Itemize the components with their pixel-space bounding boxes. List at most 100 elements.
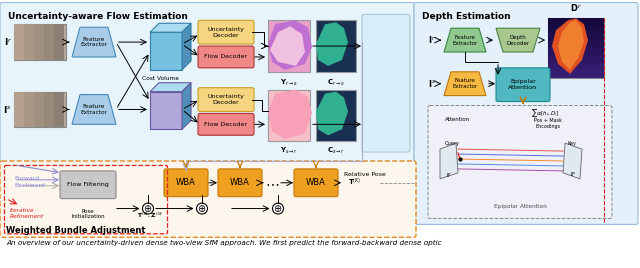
FancyBboxPatch shape (268, 20, 310, 72)
Text: $\oplus$: $\oplus$ (197, 203, 207, 214)
FancyBboxPatch shape (198, 88, 254, 111)
Polygon shape (150, 83, 191, 92)
Text: WBA: WBA (306, 178, 326, 187)
FancyBboxPatch shape (496, 68, 550, 102)
Text: $\mathbf{I}^r$: $\mathbf{I}^r$ (4, 36, 12, 48)
Text: Pos + Mask
Encodings: Pos + Mask Encodings (534, 118, 562, 129)
Text: Pose
Initialization: Pose Initialization (71, 209, 105, 219)
FancyBboxPatch shape (316, 90, 356, 141)
Polygon shape (552, 18, 588, 74)
FancyBboxPatch shape (34, 92, 44, 127)
Text: Backward: Backward (14, 183, 45, 188)
Text: Uncertainty
Decoder: Uncertainty Decoder (207, 27, 244, 38)
Bar (548, 63, 604, 70)
Text: Weighted Bundle Adjustment: Weighted Bundle Adjustment (6, 226, 145, 235)
FancyBboxPatch shape (294, 169, 338, 197)
Circle shape (196, 203, 207, 214)
Text: Uncertainty-aware Flow Estimation: Uncertainty-aware Flow Estimation (8, 12, 188, 21)
Text: An overview of our uncertainty-driven dense two-view SfM approach. We first pred: An overview of our uncertainty-driven de… (6, 240, 442, 246)
Text: $\mathbf{C}_{r \to s}$: $\mathbf{C}_{r \to s}$ (327, 78, 345, 88)
Text: Depth Estimation: Depth Estimation (422, 12, 511, 21)
Text: Query: Query (445, 141, 460, 146)
Text: WBA: WBA (230, 178, 250, 187)
Text: Iterative
Refinement: Iterative Refinement (10, 208, 44, 219)
Text: $\oplus$: $\oplus$ (143, 203, 152, 214)
Polygon shape (72, 27, 116, 57)
FancyBboxPatch shape (54, 92, 64, 127)
Text: Relative Pose: Relative Pose (344, 172, 386, 177)
Text: Feature
Extractor: Feature Extractor (81, 104, 108, 115)
Bar (548, 18, 604, 26)
Text: $\mathbf{I}^s$: $\mathbf{I}^s$ (570, 171, 576, 179)
Polygon shape (150, 32, 182, 70)
Polygon shape (150, 92, 182, 129)
Polygon shape (316, 22, 348, 66)
Text: Depth
Decoder: Depth Decoder (506, 35, 529, 46)
FancyBboxPatch shape (414, 2, 638, 224)
Text: Epipolar Attention: Epipolar Attention (493, 204, 547, 209)
Text: $\mathbf{I}^s$: $\mathbf{I}^s$ (3, 104, 12, 115)
Polygon shape (316, 92, 348, 135)
Text: $\mathbf{Y}_{s \to r}$: $\mathbf{Y}_{s \to r}$ (280, 146, 298, 156)
Bar (548, 70, 604, 78)
FancyBboxPatch shape (0, 161, 416, 237)
Text: Flow Filtering: Flow Filtering (67, 182, 109, 187)
FancyBboxPatch shape (44, 24, 54, 60)
Text: Attention: Attention (445, 117, 470, 122)
Text: Cost Volume: Cost Volume (143, 76, 179, 81)
FancyBboxPatch shape (362, 14, 410, 152)
FancyBboxPatch shape (14, 92, 24, 127)
Text: $\mathbf{T}^{(K)}$: $\mathbf{T}^{(K)}$ (348, 177, 362, 188)
Text: Key: Key (568, 141, 577, 146)
Polygon shape (496, 28, 540, 52)
Text: Flow Decoder: Flow Decoder (205, 54, 248, 59)
Text: $\mathbf{I}^s$: $\mathbf{I}^s$ (428, 78, 436, 89)
Polygon shape (270, 26, 305, 66)
FancyBboxPatch shape (60, 171, 116, 199)
Text: $\cdots$: $\cdots$ (265, 176, 279, 190)
Text: $\sum_i \alpha_i [h_i, D_i]$: $\sum_i \alpha_i [h_i, D_i]$ (531, 107, 559, 123)
FancyBboxPatch shape (548, 18, 604, 78)
FancyBboxPatch shape (428, 106, 612, 218)
FancyBboxPatch shape (14, 92, 66, 127)
Polygon shape (558, 20, 584, 70)
Polygon shape (182, 83, 191, 129)
FancyBboxPatch shape (268, 90, 310, 141)
Bar (548, 41, 604, 48)
Text: $\mathbf{Y}_{r \to s}$: $\mathbf{Y}_{r \to s}$ (280, 78, 298, 88)
Text: Feature
Extractor: Feature Extractor (81, 37, 108, 47)
FancyBboxPatch shape (24, 92, 34, 127)
FancyBboxPatch shape (54, 24, 64, 60)
Text: Feature
Extractor: Feature Extractor (452, 78, 477, 89)
Polygon shape (182, 23, 191, 70)
FancyBboxPatch shape (14, 24, 66, 60)
FancyBboxPatch shape (14, 24, 24, 60)
Bar (548, 48, 604, 55)
FancyBboxPatch shape (24, 24, 34, 60)
Text: Forward: Forward (14, 176, 40, 181)
Polygon shape (444, 72, 486, 96)
Text: Uncertainty
Decoder: Uncertainty Decoder (207, 94, 244, 105)
Text: Flow Decoder: Flow Decoder (205, 122, 248, 127)
FancyBboxPatch shape (198, 20, 254, 44)
Circle shape (143, 203, 154, 214)
Text: $\oplus$: $\oplus$ (273, 203, 283, 214)
FancyBboxPatch shape (198, 46, 254, 68)
FancyBboxPatch shape (34, 24, 44, 60)
Polygon shape (440, 143, 458, 179)
Bar (548, 33, 604, 41)
Text: $\mathbf{T}^{(0)}, \mathbf{Z}^{(0)}$: $\mathbf{T}^{(0)}, \mathbf{Z}^{(0)}$ (137, 211, 163, 219)
Circle shape (273, 203, 284, 214)
Text: $\mathbf{I}^r$: $\mathbf{I}^r$ (428, 34, 436, 46)
FancyBboxPatch shape (164, 169, 208, 197)
Polygon shape (72, 95, 116, 124)
Text: $\mathbf{D}^r$: $\mathbf{D}^r$ (570, 3, 582, 14)
Text: Feature
Extractor: Feature Extractor (452, 35, 477, 46)
Text: Epipolar
Attention: Epipolar Attention (508, 79, 538, 90)
Bar (548, 26, 604, 33)
Text: $\mathbf{C}_{s \to r}$: $\mathbf{C}_{s \to r}$ (327, 146, 345, 156)
Polygon shape (444, 28, 486, 52)
Text: $\mathbf{I}^r$: $\mathbf{I}^r$ (446, 171, 452, 180)
Bar (548, 55, 604, 63)
Polygon shape (268, 90, 312, 139)
